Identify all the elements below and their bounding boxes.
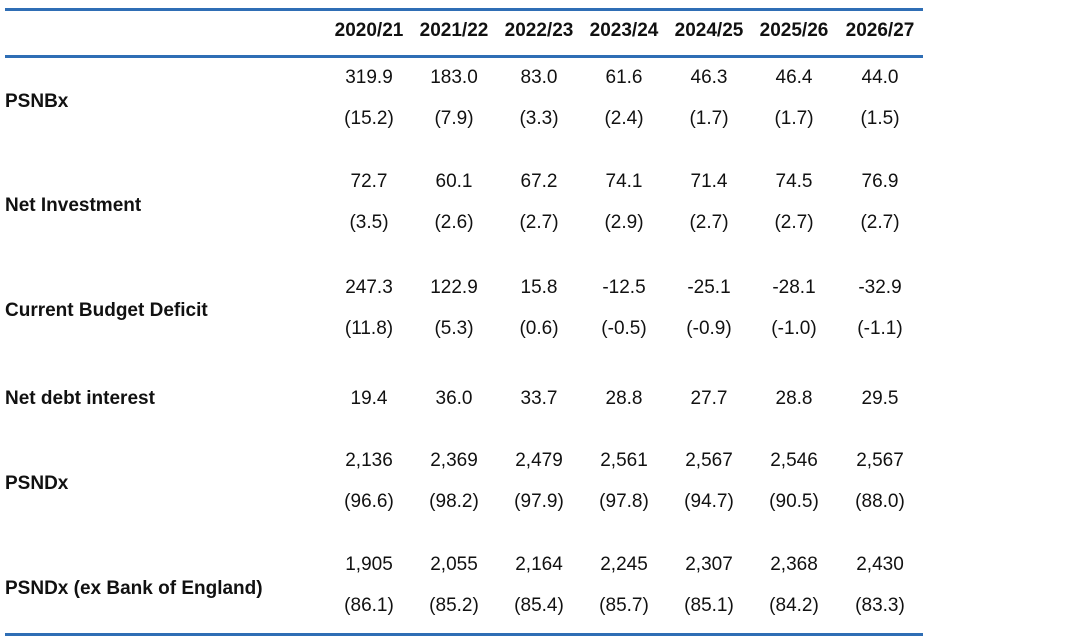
cell-percent-gdp: (90.5) <box>769 491 819 512</box>
column-header: 2024/25 <box>674 20 744 41</box>
cell-percent-gdp: (11.8) <box>344 318 394 339</box>
cell-percent-gdp: (97.9) <box>514 491 564 512</box>
cell-value: 60.1 <box>435 171 473 192</box>
column-header: 2020/21 <box>334 20 404 41</box>
column-header: 2026/27 <box>845 20 915 41</box>
cell-percent-gdp: (2.7) <box>689 212 729 233</box>
column-header: 2025/26 <box>759 20 829 41</box>
cell-percent-gdp: (96.6) <box>344 491 394 512</box>
column-header: 2022/23 <box>504 20 574 41</box>
cell-value: 122.9 <box>430 277 478 298</box>
cell-value: 2,307 <box>685 554 733 575</box>
cell-percent-gdp: (86.1) <box>344 595 394 616</box>
row-label: Current Budget Deficit <box>5 300 208 321</box>
cell-value: 2,369 <box>430 450 478 471</box>
row-label: Net Investment <box>5 195 142 216</box>
cell-percent-gdp: (-1.1) <box>857 318 903 339</box>
cell-value: 74.5 <box>775 171 813 192</box>
cell-percent-gdp: (2.7) <box>519 212 559 233</box>
cell-percent-gdp: (-0.9) <box>686 318 732 339</box>
cell-value: -12.5 <box>602 277 646 298</box>
cell-value: -25.1 <box>687 277 731 298</box>
cell-percent-gdp: (94.7) <box>684 491 734 512</box>
cell-value: 67.2 <box>520 171 558 192</box>
cell-value: 76.9 <box>861 171 899 192</box>
cell-percent-gdp: (85.7) <box>599 595 649 616</box>
cell-value: 2,136 <box>345 450 393 471</box>
cell-percent-gdp: (-0.5) <box>601 318 647 339</box>
cell-value: 74.1 <box>605 171 643 192</box>
cell-value: 83.0 <box>520 67 558 88</box>
cell-percent-gdp: (7.9) <box>434 108 474 129</box>
cell-value: 36.0 <box>435 388 473 409</box>
cell-percent-gdp: (97.8) <box>599 491 649 512</box>
cell-percent-gdp: (3.3) <box>519 108 559 129</box>
cell-percent-gdp: (5.3) <box>434 318 474 339</box>
cell-percent-gdp: (3.5) <box>349 212 389 233</box>
row-label: Net debt interest <box>5 388 155 409</box>
cell-percent-gdp: (0.6) <box>519 318 559 339</box>
row-label: PSNDx <box>5 473 69 494</box>
cell-percent-gdp: (85.2) <box>429 595 479 616</box>
row-label: PSNDx (ex Bank of England) <box>5 578 263 599</box>
cell-percent-gdp: (88.0) <box>855 491 905 512</box>
cell-percent-gdp: (2.7) <box>860 212 900 233</box>
bottom-rule <box>5 633 923 636</box>
cell-percent-gdp: (83.3) <box>855 595 905 616</box>
cell-value: 2,546 <box>770 450 818 471</box>
cell-value: 72.7 <box>350 171 388 192</box>
cell-value: 28.8 <box>605 388 643 409</box>
cell-value: 2,561 <box>600 450 648 471</box>
cell-value: 183.0 <box>430 67 478 88</box>
cell-value: 2,479 <box>515 450 563 471</box>
cell-value: 33.7 <box>520 388 558 409</box>
cell-percent-gdp: (-1.0) <box>771 318 817 339</box>
cell-value: 2,567 <box>685 450 733 471</box>
cell-percent-gdp: (85.4) <box>514 595 564 616</box>
row-label: PSNBx <box>5 91 69 112</box>
cell-value: -32.9 <box>858 277 902 298</box>
column-header: 2023/24 <box>589 20 659 41</box>
cell-value: 29.5 <box>861 388 899 409</box>
cell-percent-gdp: (2.4) <box>604 108 644 129</box>
cell-value: 1,905 <box>345 554 393 575</box>
cell-percent-gdp: (85.1) <box>684 595 734 616</box>
cell-percent-gdp: (1.7) <box>689 108 729 129</box>
cell-value: 19.4 <box>350 388 388 409</box>
cell-percent-gdp: (1.5) <box>860 108 900 129</box>
cell-value: 2,368 <box>770 554 818 575</box>
cell-percent-gdp: (98.2) <box>429 491 479 512</box>
cell-value: 61.6 <box>605 67 643 88</box>
cell-value: 247.3 <box>345 277 393 298</box>
cell-value: 2,430 <box>856 554 904 575</box>
column-header: 2021/22 <box>419 20 489 41</box>
cell-value: 15.8 <box>520 277 558 298</box>
cell-percent-gdp: (2.7) <box>774 212 814 233</box>
cell-value: -28.1 <box>772 277 816 298</box>
cell-value: 28.8 <box>775 388 813 409</box>
cell-percent-gdp: (15.2) <box>344 108 394 129</box>
cell-percent-gdp: (2.6) <box>434 212 474 233</box>
header-rule <box>5 55 923 58</box>
cell-value: 2,245 <box>600 554 648 575</box>
cell-value: 319.9 <box>345 67 393 88</box>
cell-percent-gdp: (84.2) <box>769 595 819 616</box>
cell-value: 71.4 <box>690 171 728 192</box>
cell-value: 2,567 <box>856 450 904 471</box>
top-rule <box>5 8 923 11</box>
cell-value: 46.3 <box>690 67 728 88</box>
cell-value: 2,055 <box>430 554 478 575</box>
cell-value: 27.7 <box>690 388 728 409</box>
cell-value: 46.4 <box>775 67 813 88</box>
cell-value: 44.0 <box>861 67 899 88</box>
cell-percent-gdp: (1.7) <box>774 108 814 129</box>
cell-value: 2,164 <box>515 554 563 575</box>
cell-percent-gdp: (2.9) <box>604 212 644 233</box>
